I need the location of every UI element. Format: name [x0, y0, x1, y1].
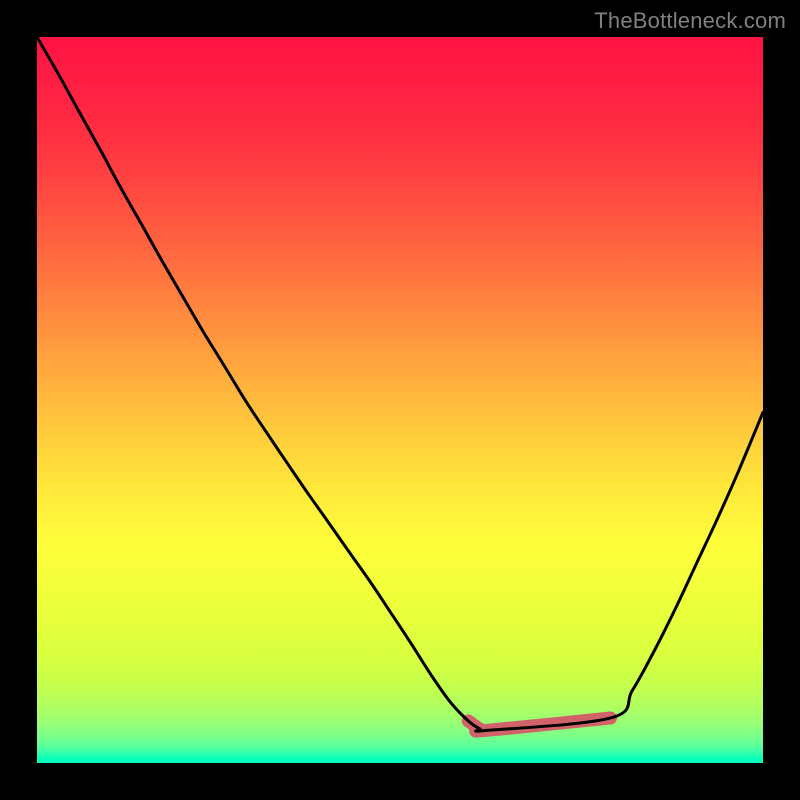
- curves-layer: [37, 37, 763, 763]
- chart-frame: TheBottleneck.com: [0, 0, 800, 800]
- main-curve: [37, 37, 763, 731]
- watermark-label: TheBottleneck.com: [594, 8, 786, 34]
